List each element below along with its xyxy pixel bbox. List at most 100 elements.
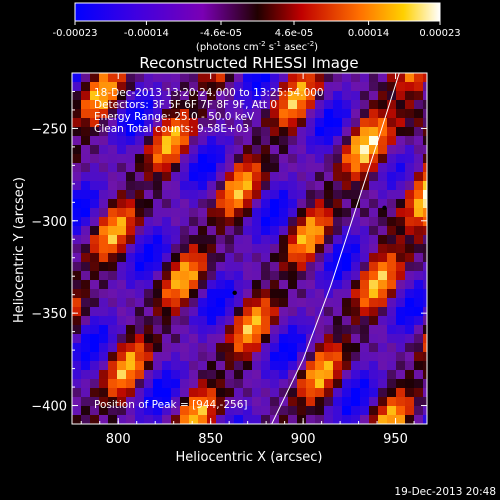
heatmap-pixel bbox=[225, 379, 235, 389]
heatmap-pixel bbox=[333, 181, 343, 191]
heatmap-pixel bbox=[261, 145, 271, 155]
heatmap-pixel bbox=[180, 253, 190, 263]
heatmap-pixel bbox=[180, 172, 190, 182]
heatmap-pixel bbox=[369, 100, 379, 110]
heatmap-pixel bbox=[72, 271, 82, 281]
heatmap-pixel bbox=[162, 370, 172, 380]
heatmap-pixel bbox=[342, 253, 352, 263]
heatmap-pixel bbox=[72, 406, 82, 416]
heatmap-pixel bbox=[261, 280, 271, 290]
heatmap-pixel bbox=[162, 127, 172, 137]
heatmap-pixel bbox=[270, 325, 280, 335]
heatmap-pixel bbox=[90, 343, 100, 353]
heatmap-pixel bbox=[108, 307, 118, 317]
heatmap-pixel bbox=[81, 271, 91, 281]
heatmap-pixel bbox=[243, 244, 253, 254]
heatmap-pixel bbox=[234, 262, 244, 272]
heatmap-pixel bbox=[369, 190, 379, 200]
heatmap-pixel bbox=[198, 379, 208, 389]
colorbar-tick-label: -0.00023 bbox=[53, 28, 98, 39]
heatmap-pixel bbox=[126, 244, 136, 254]
heatmap-pixel bbox=[216, 298, 226, 308]
heatmap-pixel bbox=[405, 154, 415, 164]
heatmap-pixel bbox=[360, 199, 370, 209]
heatmap-pixel bbox=[180, 127, 190, 137]
heatmap-pixel bbox=[135, 343, 145, 353]
heatmap-pixel bbox=[153, 199, 163, 209]
heatmap-pixel bbox=[144, 352, 154, 362]
heatmap-pixel bbox=[324, 262, 334, 272]
heatmap-pixel bbox=[414, 163, 424, 173]
heatmap-pixel bbox=[126, 334, 136, 344]
heatmap-pixel bbox=[153, 226, 163, 236]
heatmap-pixel bbox=[369, 316, 379, 326]
heatmap-pixel bbox=[297, 307, 307, 317]
heatmap-pixel bbox=[144, 280, 154, 290]
heatmap-pixel bbox=[144, 334, 154, 344]
heatmap-pixel bbox=[378, 91, 388, 101]
heatmap-pixel bbox=[108, 271, 118, 281]
heatmap-pixel bbox=[378, 118, 388, 128]
heatmap-pixel bbox=[378, 253, 388, 263]
heatmap-pixel bbox=[387, 190, 397, 200]
heatmap-pixel bbox=[261, 100, 271, 110]
heatmap-pixel bbox=[279, 262, 289, 272]
heatmap-pixel bbox=[378, 298, 388, 308]
heatmap-pixel bbox=[297, 208, 307, 218]
heatmap-pixel bbox=[369, 136, 379, 146]
heatmap-pixel bbox=[396, 100, 406, 110]
heatmap-pixel bbox=[162, 235, 172, 245]
heatmap-pixel bbox=[207, 172, 217, 182]
heatmap-pixel bbox=[225, 361, 235, 371]
heatmap-pixel bbox=[234, 208, 244, 218]
heatmap-pixel bbox=[99, 262, 109, 272]
heatmap-pixel bbox=[252, 127, 262, 137]
heatmap-pixel bbox=[378, 217, 388, 227]
heatmap-pixel bbox=[297, 136, 307, 146]
heatmap-pixel bbox=[72, 136, 82, 146]
heatmap-pixel bbox=[162, 343, 172, 353]
heatmap-pixel bbox=[369, 172, 379, 182]
heatmap-pixel bbox=[423, 91, 427, 101]
heatmap-pixel bbox=[261, 298, 271, 308]
heatmap-pixel bbox=[252, 298, 262, 308]
heatmap-pixel bbox=[189, 388, 199, 398]
heatmap-pixel bbox=[342, 109, 352, 119]
heatmap-pixel bbox=[279, 226, 289, 236]
heatmap-pixel bbox=[324, 181, 334, 191]
heatmap-pixel bbox=[216, 172, 226, 182]
heatmap-pixel bbox=[252, 334, 262, 344]
heatmap-pixel bbox=[306, 289, 316, 299]
chart-title: Reconstructed RHESSI Image bbox=[139, 54, 358, 72]
heatmap-pixel bbox=[189, 136, 199, 146]
heatmap-pixel bbox=[153, 190, 163, 200]
heatmap-pixel bbox=[396, 307, 406, 317]
heatmap-pixel bbox=[234, 370, 244, 380]
heatmap-pixel bbox=[189, 406, 199, 416]
heatmap-pixel bbox=[252, 352, 262, 362]
heatmap-pixel bbox=[144, 406, 154, 416]
heatmap-pixel bbox=[423, 415, 427, 424]
heatmap-pixel bbox=[135, 118, 145, 128]
heatmap-pixel bbox=[243, 118, 253, 128]
heatmap-pixel bbox=[90, 289, 100, 299]
heatmap-pixel bbox=[261, 388, 271, 398]
heatmap-pixel bbox=[351, 217, 361, 227]
heatmap-pixel bbox=[207, 406, 217, 416]
heatmap-pixel bbox=[387, 172, 397, 182]
heatmap-pixel bbox=[387, 226, 397, 236]
heatmap-pixel bbox=[414, 190, 424, 200]
heatmap-pixel bbox=[216, 91, 226, 101]
heatmap-pixel bbox=[360, 298, 370, 308]
heatmap-pixel bbox=[207, 127, 217, 137]
heatmap-pixel bbox=[288, 217, 298, 227]
heatmap-pixel bbox=[99, 379, 109, 389]
heatmap-pixel bbox=[288, 154, 298, 164]
heatmap-pixel bbox=[414, 307, 424, 317]
heatmap-pixel bbox=[270, 91, 280, 101]
heatmap-pixel bbox=[252, 154, 262, 164]
heatmap-pixel bbox=[378, 181, 388, 191]
heatmap-pixel bbox=[297, 190, 307, 200]
heatmap-pixel bbox=[333, 217, 343, 227]
heatmap-pixel bbox=[414, 73, 424, 83]
